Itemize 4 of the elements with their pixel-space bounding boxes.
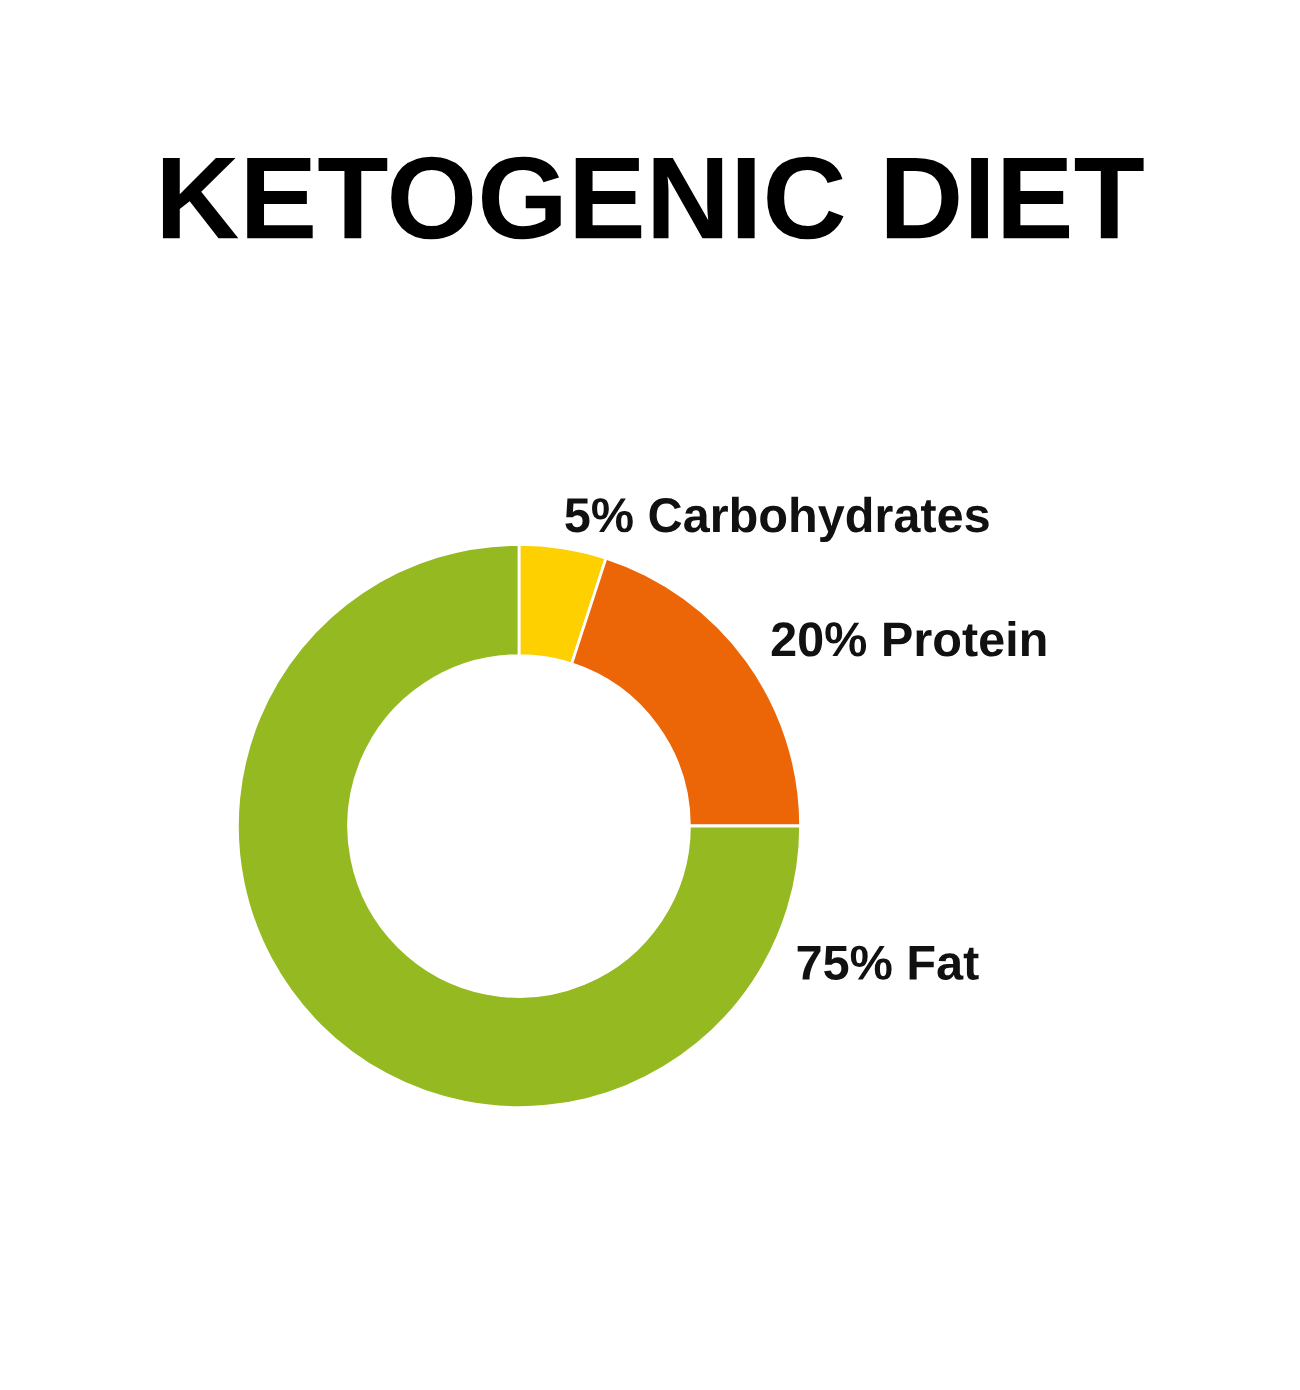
chart-title: KETOGENIC DIET <box>162 156 1144 240</box>
slice-label: 5% Carbohydrates <box>565 496 989 543</box>
slice-label: 75% Fat <box>797 945 979 980</box>
slice-label: 20% Protein <box>771 620 1046 657</box>
